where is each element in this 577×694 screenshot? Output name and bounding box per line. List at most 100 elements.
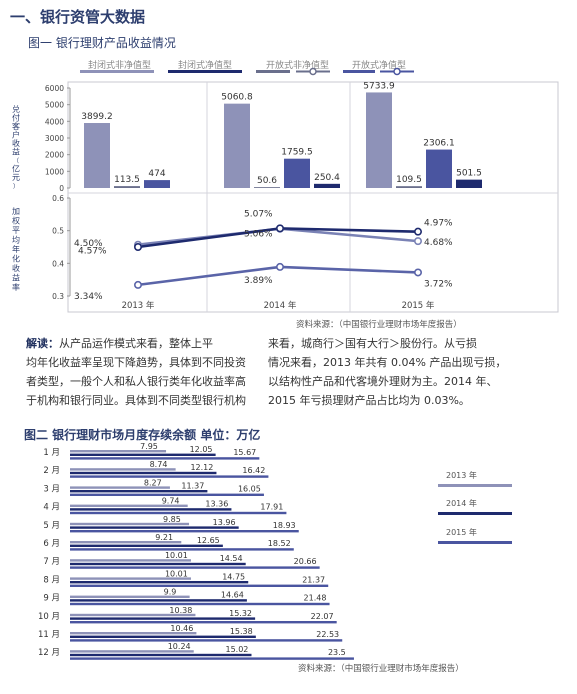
line-y-title-char: 化	[12, 254, 20, 264]
month-bar-label: 12.05	[190, 445, 213, 454]
month-bar-label: 13.96	[213, 518, 236, 527]
line-y-tick-label: 0.6	[52, 194, 64, 203]
month-bar	[70, 599, 247, 602]
month-bar-label: 9.21	[155, 533, 173, 542]
month-bar	[70, 457, 260, 460]
month-bar-label: 9.9	[164, 588, 177, 597]
bar-value-label: 3899.2	[81, 112, 113, 122]
month-bar	[70, 581, 249, 584]
bar	[114, 186, 140, 188]
legend-item-1: 封闭式非净值型	[88, 61, 152, 71]
monthly-bar-group: 1 月 7.95 12.05 15.67 2 月 8.74 12.12 16.42 3 月 8.2…	[38, 442, 354, 660]
bar-y-tick-label: 2000	[45, 151, 64, 160]
line-value-label: 5.07%	[244, 209, 273, 219]
x-category-label: 2013 年	[122, 300, 155, 311]
month-bar	[70, 650, 194, 653]
line-y-title-char: 权	[12, 216, 20, 226]
line-value-label: 4.57%	[78, 247, 107, 257]
line-y-tick-label: 0.5	[52, 227, 64, 236]
bar-value-label: 109.5	[396, 175, 422, 185]
legend-swatch-4-marker	[393, 67, 401, 76]
month-bar	[70, 577, 191, 580]
month-bar-label: 10.24	[168, 642, 191, 651]
month-bar	[70, 632, 197, 635]
bar	[84, 123, 110, 188]
month-bar-label: 21.48	[304, 594, 327, 603]
commentary-left: 解读：从产品运作模式来看，整体上平 均年化收益率呈现下降趋势，具体到不同投资 者…	[26, 334, 262, 410]
month-bar-label: 15.67	[233, 448, 256, 457]
bar-y-title-char: 付	[12, 113, 20, 123]
bar	[314, 183, 340, 188]
month-bar-label: 21.37	[302, 575, 325, 584]
line-y-title-char: 收	[12, 263, 20, 273]
commentary-right-line-4: 2015 年亏损理财产品占比均为 0.03%。	[268, 394, 470, 407]
bar-y-title-char: 客	[12, 121, 20, 131]
month-label: 11 月	[38, 630, 60, 640]
bar-y-title-char: （	[13, 158, 19, 165]
month-bar	[70, 602, 330, 606]
month-bar	[70, 530, 299, 533]
commentary-left-line-3: 者类型，一般个人和私人银行类年化收益率高	[26, 375, 246, 388]
bar	[456, 179, 482, 188]
month-label: 2 月	[43, 466, 60, 476]
commentary-right-line-3: 以结构性产品和代客境外理财为主。2014 年、	[268, 375, 498, 388]
month-bar	[70, 548, 294, 551]
bar-y-tick-label: 0	[59, 184, 64, 193]
line-y-tick-label: 0.3	[52, 292, 64, 301]
commentary-left-line-4: 于机构和银行同业。具体到不同类型银行机构	[26, 394, 246, 407]
month-bar	[70, 526, 239, 529]
legend-item-4: 开放式净值型	[352, 61, 407, 71]
line-y-tick-label: 0.4	[52, 259, 64, 268]
legend-item-2: 封闭式净值型	[178, 61, 233, 71]
month-bar-label: 22.53	[316, 630, 339, 639]
month-bar-label: 11.37	[181, 481, 204, 490]
line-y-title-char: 均	[12, 235, 20, 245]
month-bar	[70, 490, 208, 493]
bar-y-tick-label: 3000	[45, 134, 64, 143]
month-bar	[70, 522, 190, 526]
figure2-legend-swatch	[438, 512, 512, 515]
month-bar	[70, 635, 256, 638]
month-bar	[70, 450, 167, 453]
line-y-axis: 0.3 0.4 0.5 0.6	[52, 194, 71, 301]
line-y-title-char: 平	[12, 226, 20, 235]
month-bar-label: 16.05	[238, 484, 261, 493]
bar-value-label: 1759.5	[281, 148, 313, 158]
series-marker	[134, 243, 143, 252]
month-bar-label: 12.12	[190, 463, 213, 472]
month-bar	[70, 544, 223, 547]
month-bar	[70, 653, 252, 657]
legend-item-3: 开放式非净值型	[266, 61, 330, 71]
month-bar	[70, 468, 176, 471]
commentary-right-line-1: 来看，城商行＞国有大行＞股份行。从亏损	[268, 337, 477, 350]
month-bar	[70, 566, 320, 569]
month-bar	[70, 617, 256, 620]
month-bar	[70, 559, 191, 562]
month-bar-label: 22.07	[311, 612, 334, 621]
month-bar	[70, 453, 216, 456]
month-label: 12 月	[38, 648, 60, 658]
series-marker	[275, 262, 284, 271]
month-bar-label: 9.74	[162, 497, 180, 506]
figure1-chart: 0 1000 2000 3000 4000 5000 6000 3899.2 113.5 474…	[12, 67, 559, 313]
figure1-title: 图一 银行理财产品收益情况	[28, 36, 176, 50]
month-label: 4 月	[43, 503, 60, 513]
legend-swatch-2	[168, 70, 242, 73]
month-bar-label: 18.93	[273, 521, 296, 530]
line-value-label: 4.97%	[424, 219, 453, 229]
month-bar-label: 8.27	[144, 478, 162, 487]
bar-value-label: 5733.9	[363, 81, 395, 91]
commentary-right-line-2: 情况来看，2013 年共有 0.04% 产品出现亏损，	[268, 356, 507, 369]
month-bar-label: 14.75	[222, 572, 245, 581]
figure2-title: 图二 银行理财市场月度存续余额 单位：万亿	[24, 428, 261, 442]
month-bar	[70, 595, 190, 598]
bar-y-title-char: 兑	[12, 104, 20, 114]
bar-value-label: 474	[148, 169, 165, 179]
line-value-label: 4.50%	[74, 239, 103, 249]
line-y-title-char: 益	[12, 273, 20, 283]
month-bar-label: 10.38	[169, 606, 192, 615]
month-bar-label: 15.32	[229, 609, 252, 618]
bar-y-tick-label: 4000	[45, 117, 64, 126]
series-marker	[413, 268, 422, 277]
